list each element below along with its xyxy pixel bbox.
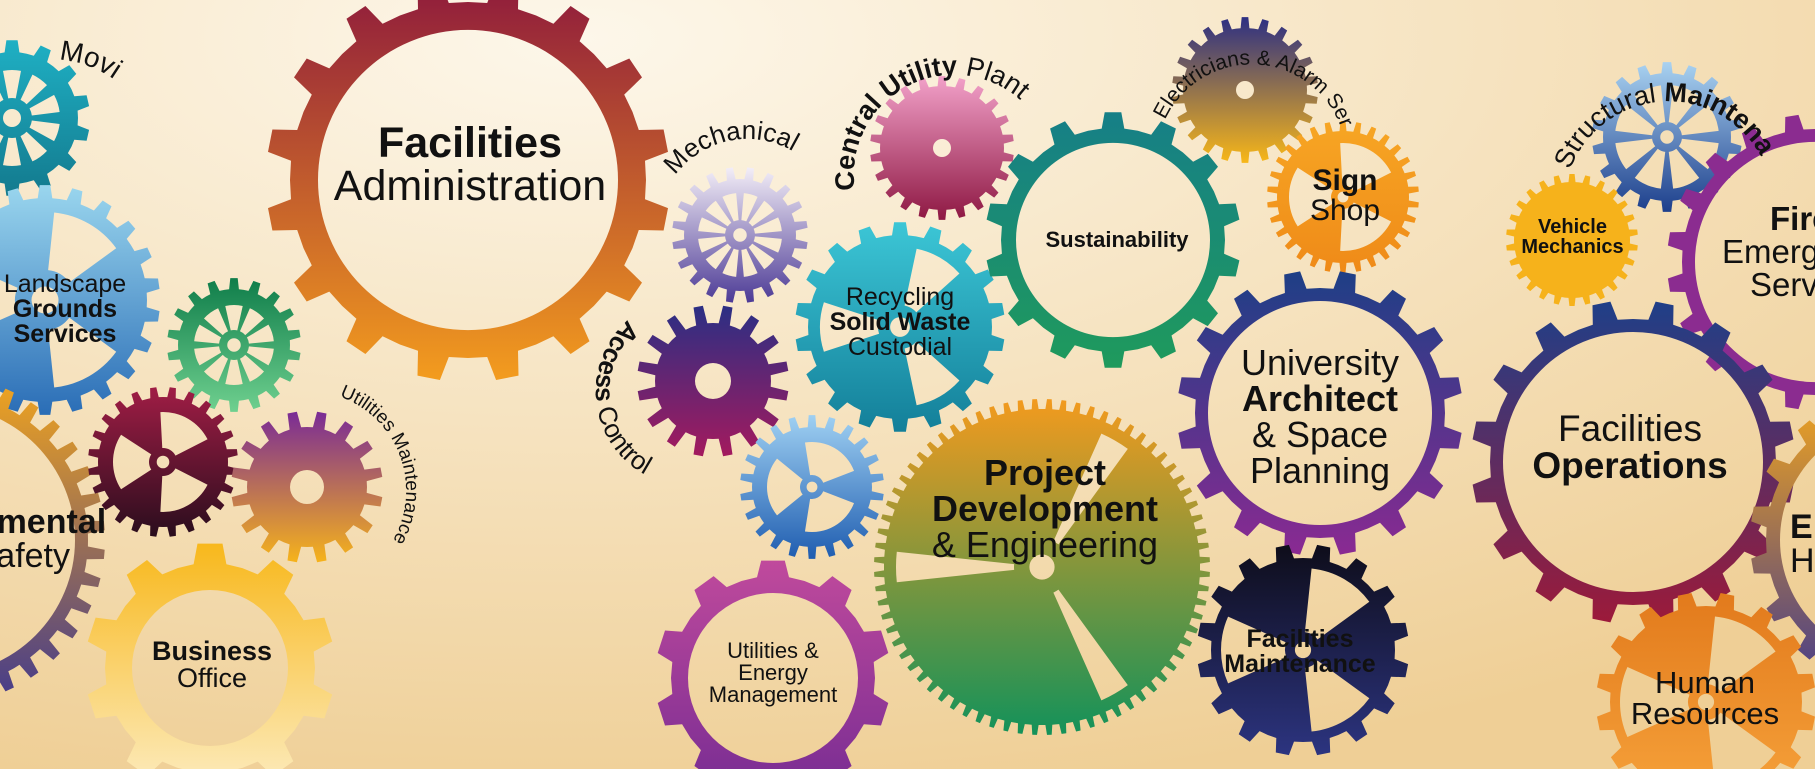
- gear-eh: [1751, 420, 1815, 660]
- gear-human-resources: [1597, 593, 1815, 769]
- label-fire-emergency: Fire Emergency Services: [1722, 200, 1815, 303]
- gear-business-office: [87, 543, 333, 769]
- label-facilities-operations: Facilities Operations: [1532, 408, 1728, 486]
- gear-landscape: [0, 185, 160, 415]
- gear-maroon-small: [88, 387, 238, 537]
- label-human-resources: Human Resources: [1630, 665, 1780, 731]
- gear-purple-gold: [231, 411, 383, 563]
- gear-utilities-energy: [657, 560, 889, 769]
- gear-central-utility: [870, 76, 1014, 220]
- label-environmental-safety: Environmental Safety: [0, 503, 106, 575]
- gear-access: [637, 305, 789, 457]
- label-project-development: Project Development & Engineering: [931, 452, 1159, 565]
- gear-facilities-maintenance: [1197, 544, 1409, 756]
- gear-environmental-safety: [0, 388, 105, 692]
- gear-mechanical: [672, 167, 808, 303]
- label-landscape-grounds: Landscape Grounds Services: [3, 270, 127, 348]
- gear-moving: [0, 40, 90, 196]
- label-business-office: Business Office: [151, 636, 273, 693]
- label-facilities-administration: Facilities Administration: [333, 119, 607, 210]
- gear-structural: [1592, 62, 1742, 212]
- label-utilities-energy: Utilities & Energy Management: [708, 638, 838, 707]
- label-university-architect: University Architect & Space Planning: [1240, 342, 1400, 491]
- gear-vehicle: [1506, 174, 1638, 306]
- gear-green-small: [167, 278, 301, 412]
- gear-project-development: [874, 399, 1210, 735]
- label-vehicle-mechanics: Vehicle Mechanics: [1521, 216, 1624, 258]
- gear-recycling: [795, 222, 1005, 432]
- gear-sign-shop: [1267, 121, 1419, 273]
- label-facilities-maintenance: Facilities Maintenance: [1224, 625, 1376, 678]
- gear-electricians: [1172, 17, 1318, 163]
- label-eh-partial: E H: [1790, 508, 1815, 580]
- label-recycling: Recycling Solid Waste Custodial: [829, 283, 971, 361]
- label-sign-shop: Sign Shop: [1309, 164, 1381, 227]
- label-sustainability: Sustainability: [1045, 227, 1189, 252]
- gear-blue-small: [740, 415, 884, 559]
